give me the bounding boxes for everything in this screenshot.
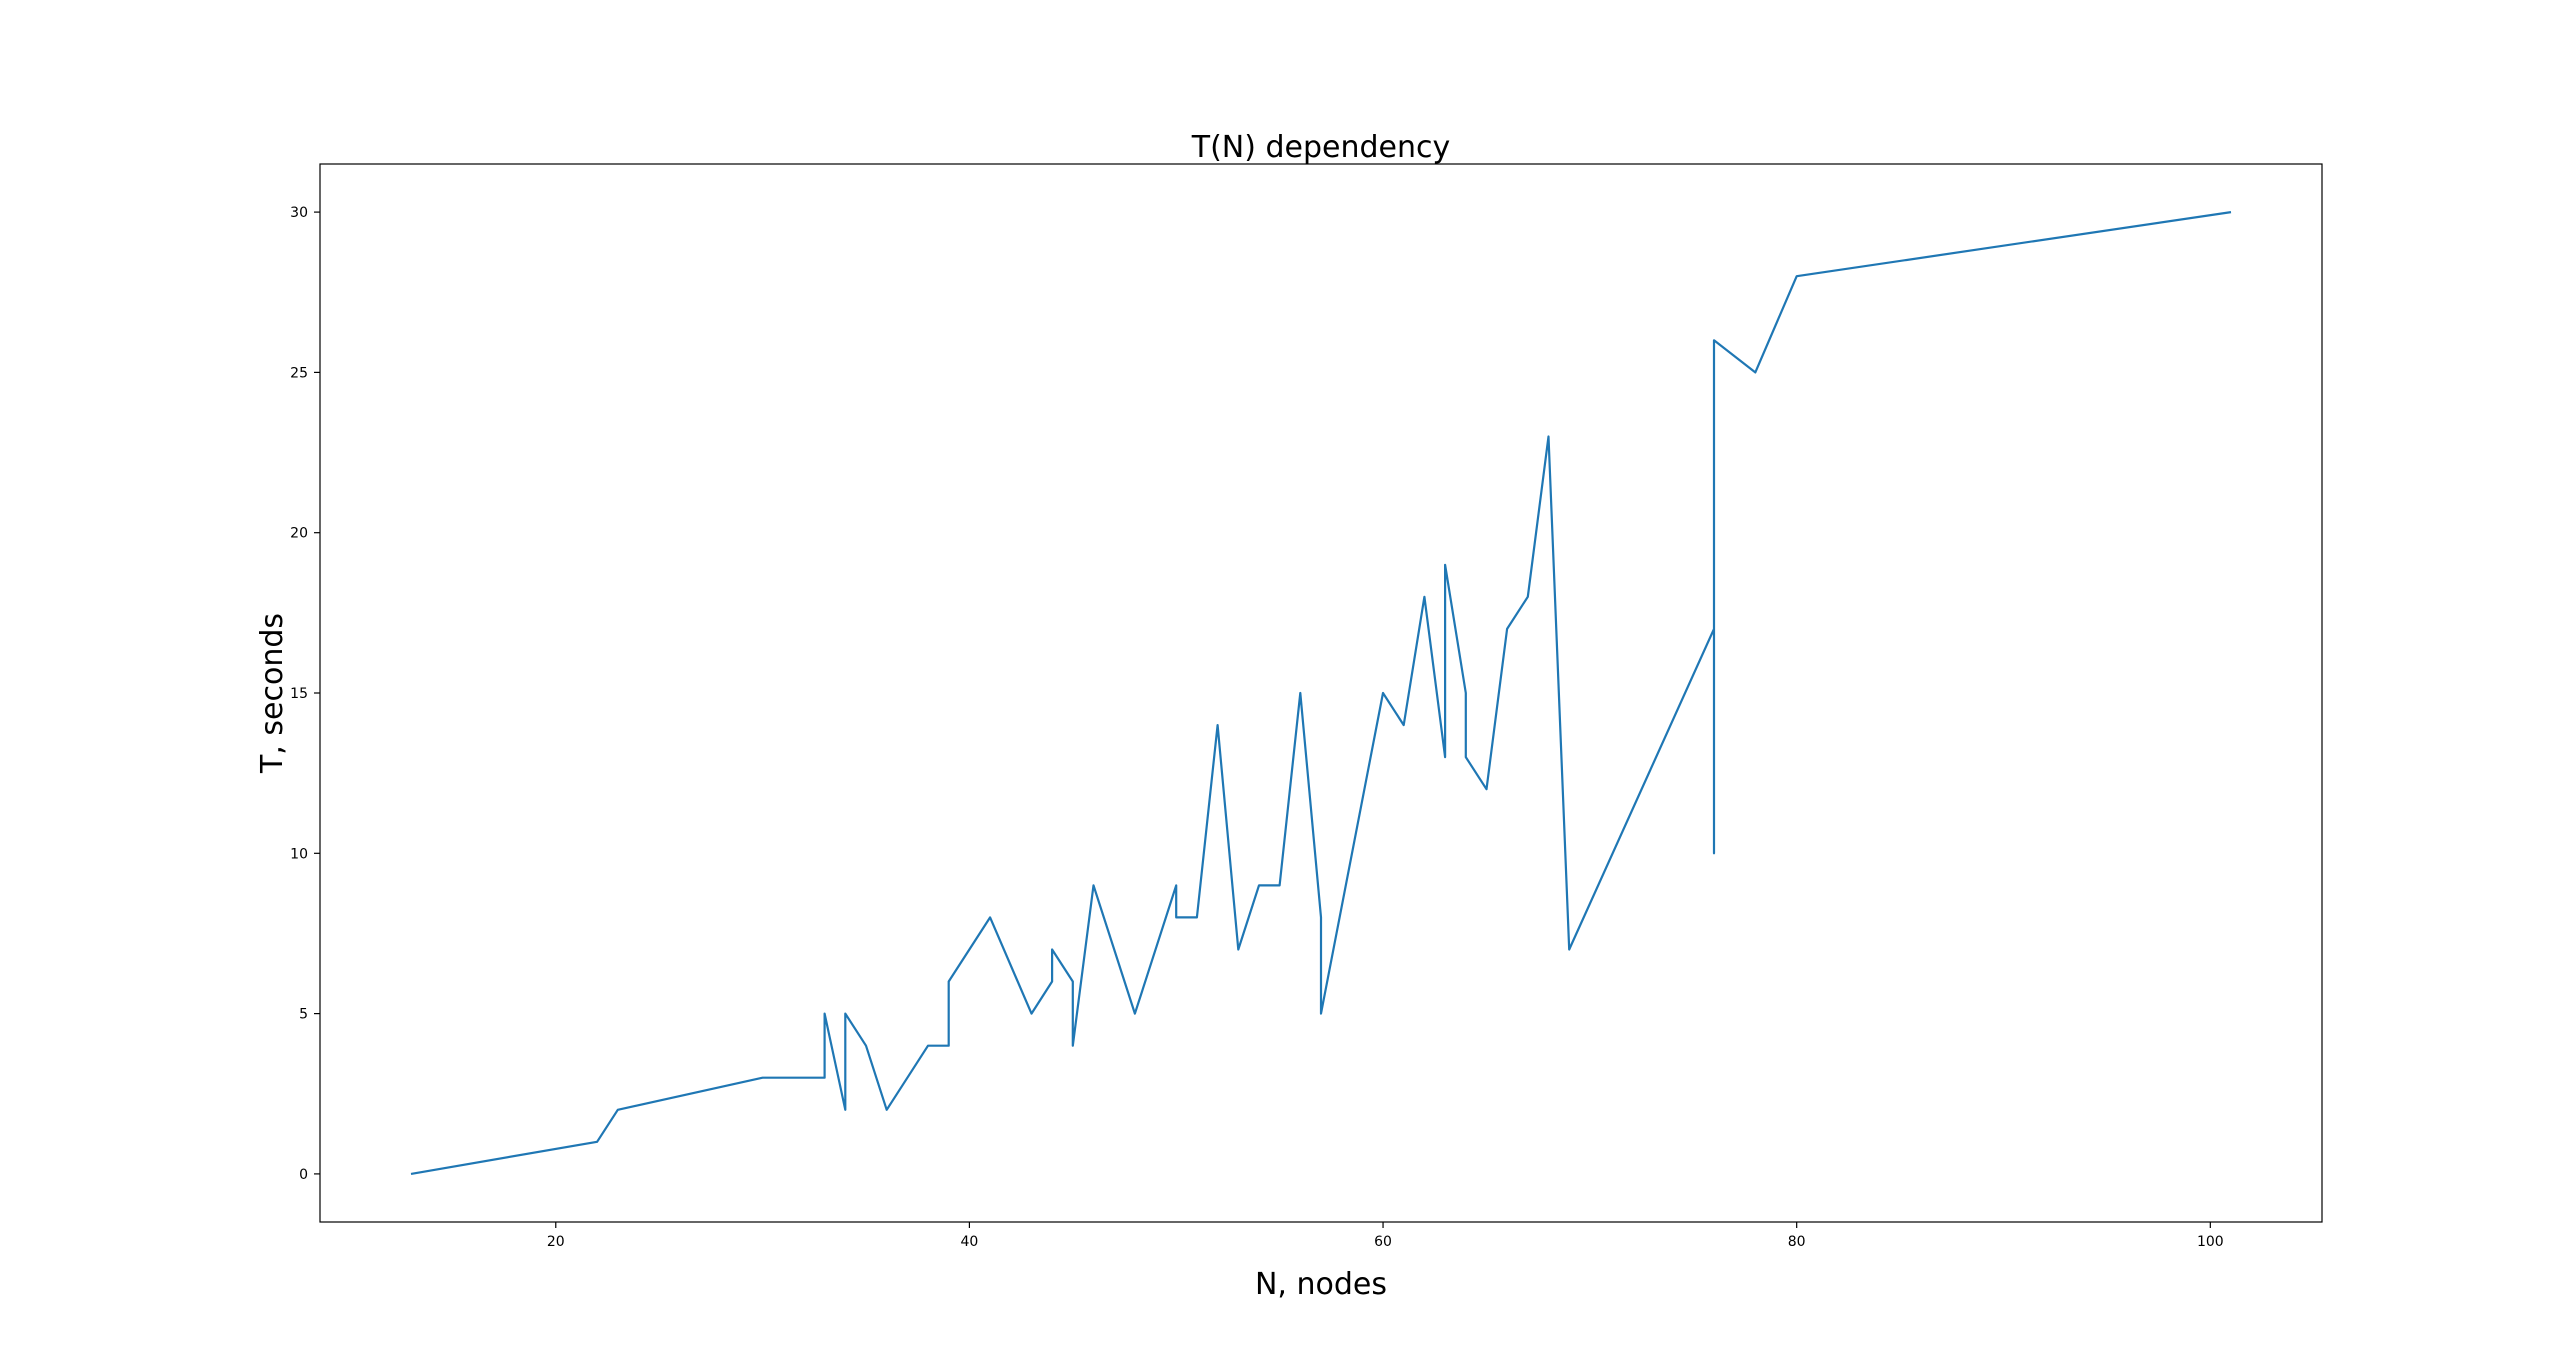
x-axis: 20 40 60 80 100 bbox=[547, 1222, 2224, 1250]
y-tick-label: 30 bbox=[290, 205, 308, 221]
y-tick-label: 20 bbox=[290, 526, 308, 542]
x-tick-label: 80 bbox=[1788, 1234, 1806, 1250]
y-tick-label: 15 bbox=[290, 686, 308, 702]
chart-title: T(N) dependency bbox=[1191, 130, 1451, 165]
x-tick-label: 100 bbox=[2197, 1234, 2224, 1250]
y-tick-label: 5 bbox=[299, 1007, 308, 1023]
x-tick-label: 20 bbox=[547, 1234, 565, 1250]
y-axis: 0 5 10 15 20 25 30 bbox=[290, 205, 320, 1183]
x-axis-label: N, nodes bbox=[1255, 1267, 1387, 1302]
y-axis-label: T, seconds bbox=[255, 613, 290, 774]
y-tick-label: 10 bbox=[290, 846, 308, 862]
series-line bbox=[410, 211, 2232, 1175]
x-tick-label: 60 bbox=[1374, 1234, 1392, 1250]
y-tick-label: 25 bbox=[290, 365, 308, 381]
x-tick-label: 40 bbox=[960, 1234, 978, 1250]
y-tick-label: 0 bbox=[299, 1167, 308, 1183]
axes-frame bbox=[319, 163, 2323, 1223]
plot-area bbox=[410, 211, 2232, 1175]
